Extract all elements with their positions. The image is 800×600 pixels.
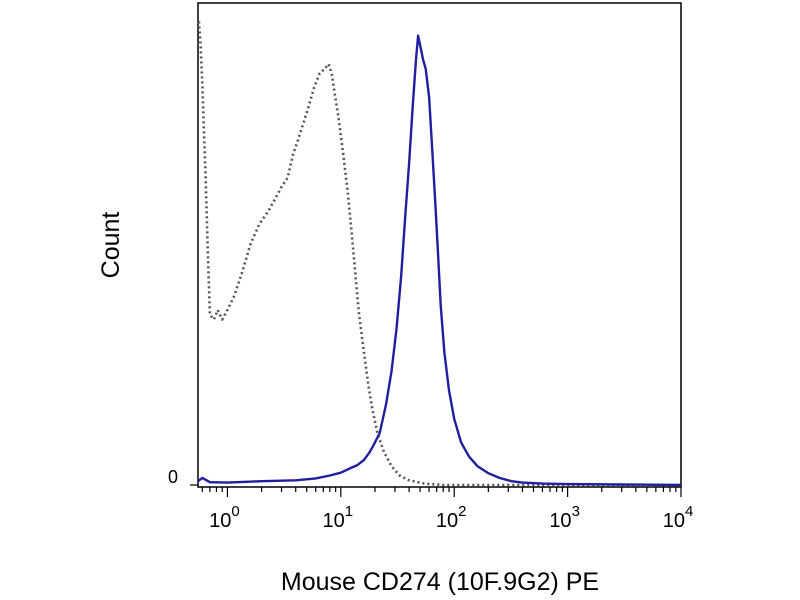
x-tick-exponent: 4 (685, 503, 693, 520)
series-layer (197, 21, 682, 487)
x-tick-base: 10 (209, 510, 231, 532)
series-line-solid (197, 34, 682, 487)
x-tick-label: 100 (209, 503, 240, 532)
x-tick-exponent: 1 (345, 503, 353, 520)
x-axis-label: Mouse CD274 (10F.9G2) PE (281, 568, 599, 596)
x-axis: 100 101 102 103 104 (201, 487, 694, 532)
y-axis-label: Count (97, 212, 125, 279)
series-line-dotted (197, 21, 681, 487)
x-tick-exponent: 0 (231, 503, 239, 520)
x-tick-label: 103 (549, 503, 580, 532)
x-tick-base: 10 (663, 510, 685, 532)
plot-frame (197, 2, 682, 488)
x-tick-label: 101 (323, 503, 354, 532)
x-tick-base: 10 (549, 510, 571, 532)
x-tick-base: 10 (323, 510, 345, 532)
x-tick-label: 104 (663, 503, 694, 532)
x-tick-base: 10 (436, 510, 458, 532)
x-tick-exponent: 3 (572, 503, 580, 520)
x-tick-label: 102 (436, 503, 467, 532)
x-tick-exponent: 2 (458, 503, 466, 520)
y-tick-label: 0 (168, 467, 178, 487)
y-axis: 0 (168, 467, 198, 487)
